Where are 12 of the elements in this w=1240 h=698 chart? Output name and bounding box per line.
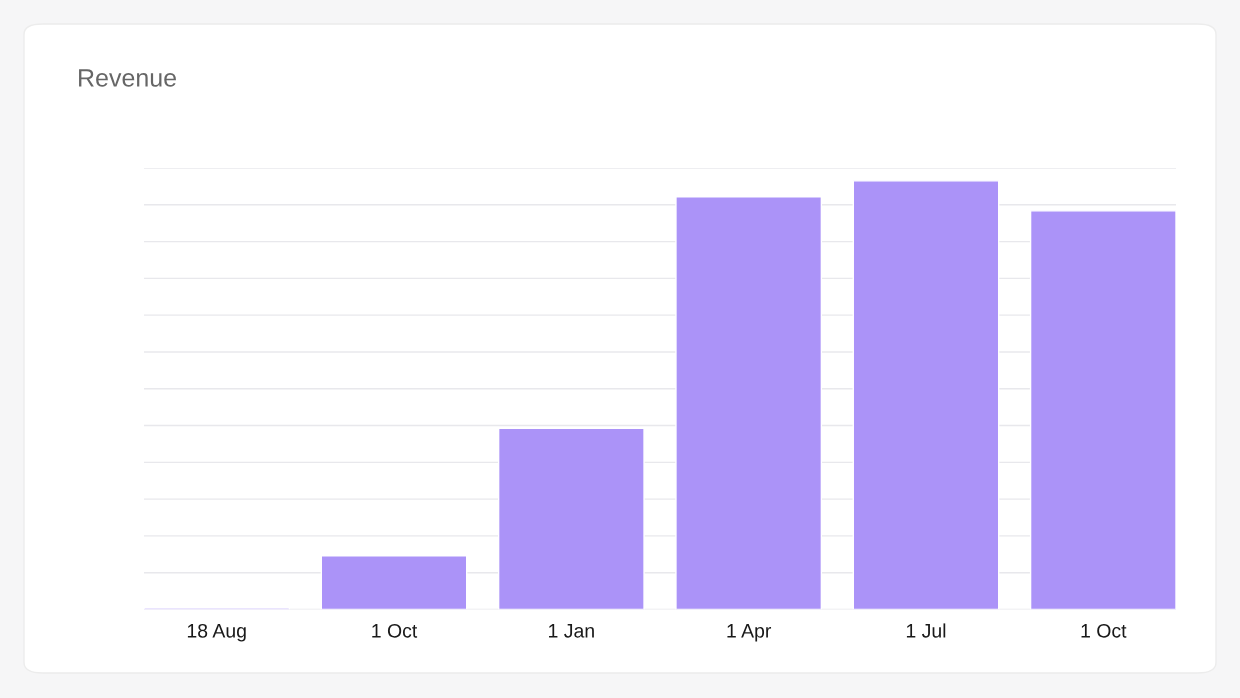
bar bbox=[320, 555, 468, 610]
x-tick-label: 1 Oct bbox=[372, 623, 418, 638]
x-tick-label: 18 Aug bbox=[187, 623, 246, 642]
bar bbox=[675, 196, 823, 610]
x-tick-label: 1 Jan bbox=[549, 624, 594, 638]
x-tick-label: 1 Apr bbox=[727, 624, 772, 642]
x-tick-label: 1 Oct bbox=[1081, 623, 1127, 638]
bar bbox=[497, 427, 645, 610]
x-tick-label: 1 Jul bbox=[906, 623, 946, 638]
bar bbox=[852, 180, 1000, 610]
chart-title: Revenue bbox=[79, 69, 176, 87]
bar bbox=[1029, 210, 1176, 610]
